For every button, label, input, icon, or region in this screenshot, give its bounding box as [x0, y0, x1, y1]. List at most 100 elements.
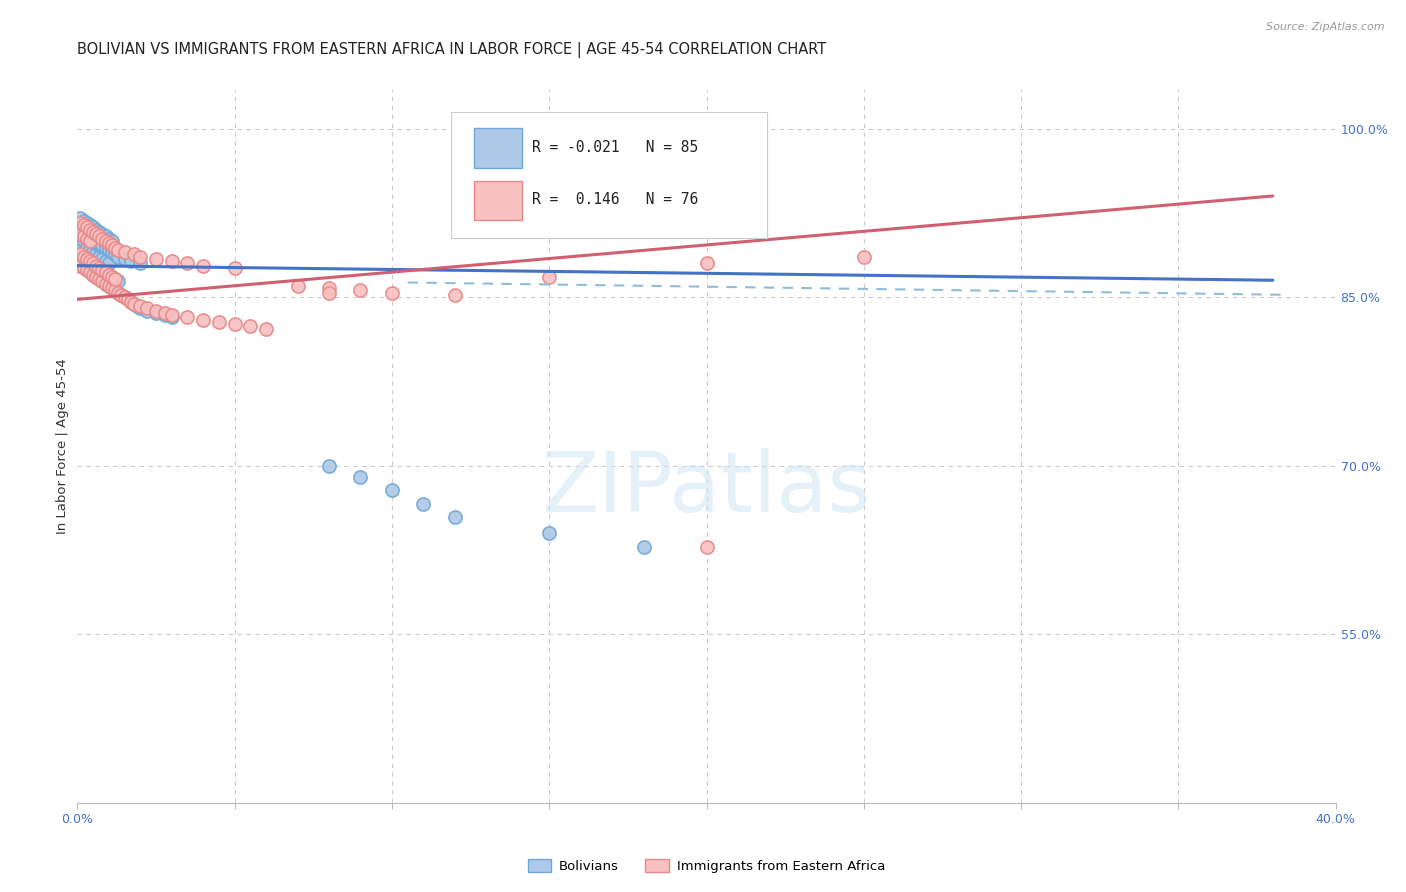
Point — [120, 294, 142, 309]
Point — [176, 256, 198, 270]
Point — [117, 293, 139, 307]
Point — [101, 238, 124, 252]
Point — [191, 312, 215, 326]
Point — [84, 269, 107, 284]
Point — [76, 220, 98, 235]
Point — [104, 247, 127, 261]
Point — [155, 308, 177, 322]
Point — [101, 281, 124, 295]
Point — [72, 225, 94, 239]
Point — [76, 251, 98, 265]
Point — [72, 218, 94, 232]
Point — [76, 232, 98, 246]
Point — [69, 216, 91, 230]
Point — [160, 254, 183, 268]
Point — [101, 269, 124, 284]
Point — [84, 236, 107, 251]
Point — [79, 222, 101, 236]
Point — [82, 245, 104, 260]
Point — [76, 262, 98, 277]
Point — [72, 229, 94, 244]
Point — [114, 245, 136, 260]
Point — [110, 288, 132, 302]
Point — [107, 285, 129, 300]
Point — [76, 216, 98, 230]
Point — [318, 458, 340, 473]
Point — [89, 272, 111, 286]
Point — [72, 247, 94, 261]
Point — [97, 268, 120, 282]
Point — [89, 250, 111, 264]
Point — [76, 263, 98, 277]
Y-axis label: In Labor Force | Age 45-54: In Labor Force | Age 45-54 — [56, 358, 69, 534]
Point — [82, 225, 104, 239]
Point — [135, 303, 157, 318]
Point — [82, 232, 104, 246]
Point — [127, 299, 149, 313]
Point — [84, 234, 107, 248]
Point — [287, 278, 309, 293]
Point — [89, 260, 111, 275]
Point — [239, 319, 262, 334]
Point — [155, 306, 177, 320]
Point — [89, 225, 111, 239]
Point — [114, 252, 136, 266]
Point — [94, 234, 117, 248]
Point — [91, 227, 114, 242]
Point — [94, 254, 117, 268]
Point — [122, 247, 145, 261]
FancyBboxPatch shape — [474, 128, 522, 168]
Point — [69, 247, 91, 261]
Point — [91, 232, 114, 246]
Point — [254, 321, 277, 335]
Point — [82, 220, 104, 235]
Point — [79, 229, 101, 244]
Point — [97, 243, 120, 257]
Point — [69, 211, 91, 226]
FancyBboxPatch shape — [474, 180, 522, 219]
Point — [129, 299, 152, 313]
Point — [84, 259, 107, 273]
Point — [69, 243, 91, 257]
Point — [76, 228, 98, 243]
Point — [101, 269, 124, 284]
Point — [69, 259, 91, 273]
Point — [69, 254, 91, 268]
Point — [82, 234, 104, 248]
Point — [94, 277, 117, 291]
Point — [84, 247, 107, 261]
Point — [135, 301, 157, 316]
Point — [84, 259, 107, 273]
Point — [89, 260, 111, 275]
Point — [104, 284, 127, 298]
Point — [72, 234, 94, 248]
Point — [97, 268, 120, 282]
Point — [224, 260, 246, 275]
Point — [120, 294, 142, 309]
Point — [633, 540, 655, 554]
Point — [76, 239, 98, 253]
Point — [69, 222, 91, 236]
Point — [104, 272, 127, 286]
Legend: Bolivians, Immigrants from Eastern Africa: Bolivians, Immigrants from Eastern Afric… — [522, 854, 891, 879]
Point — [349, 470, 371, 484]
Point — [176, 310, 198, 325]
Point — [107, 285, 129, 300]
Point — [72, 213, 94, 227]
Point — [79, 254, 101, 268]
Point — [101, 281, 124, 295]
Point — [79, 234, 101, 248]
Point — [97, 232, 120, 246]
Point — [72, 260, 94, 275]
Point — [120, 254, 142, 268]
Point — [107, 243, 129, 257]
Point — [381, 483, 404, 498]
Point — [72, 250, 94, 264]
Point — [79, 265, 101, 279]
Point — [318, 281, 340, 295]
Point — [129, 301, 152, 316]
Point — [94, 265, 117, 279]
Point — [94, 277, 117, 291]
Point — [208, 315, 231, 329]
Point — [412, 497, 434, 511]
